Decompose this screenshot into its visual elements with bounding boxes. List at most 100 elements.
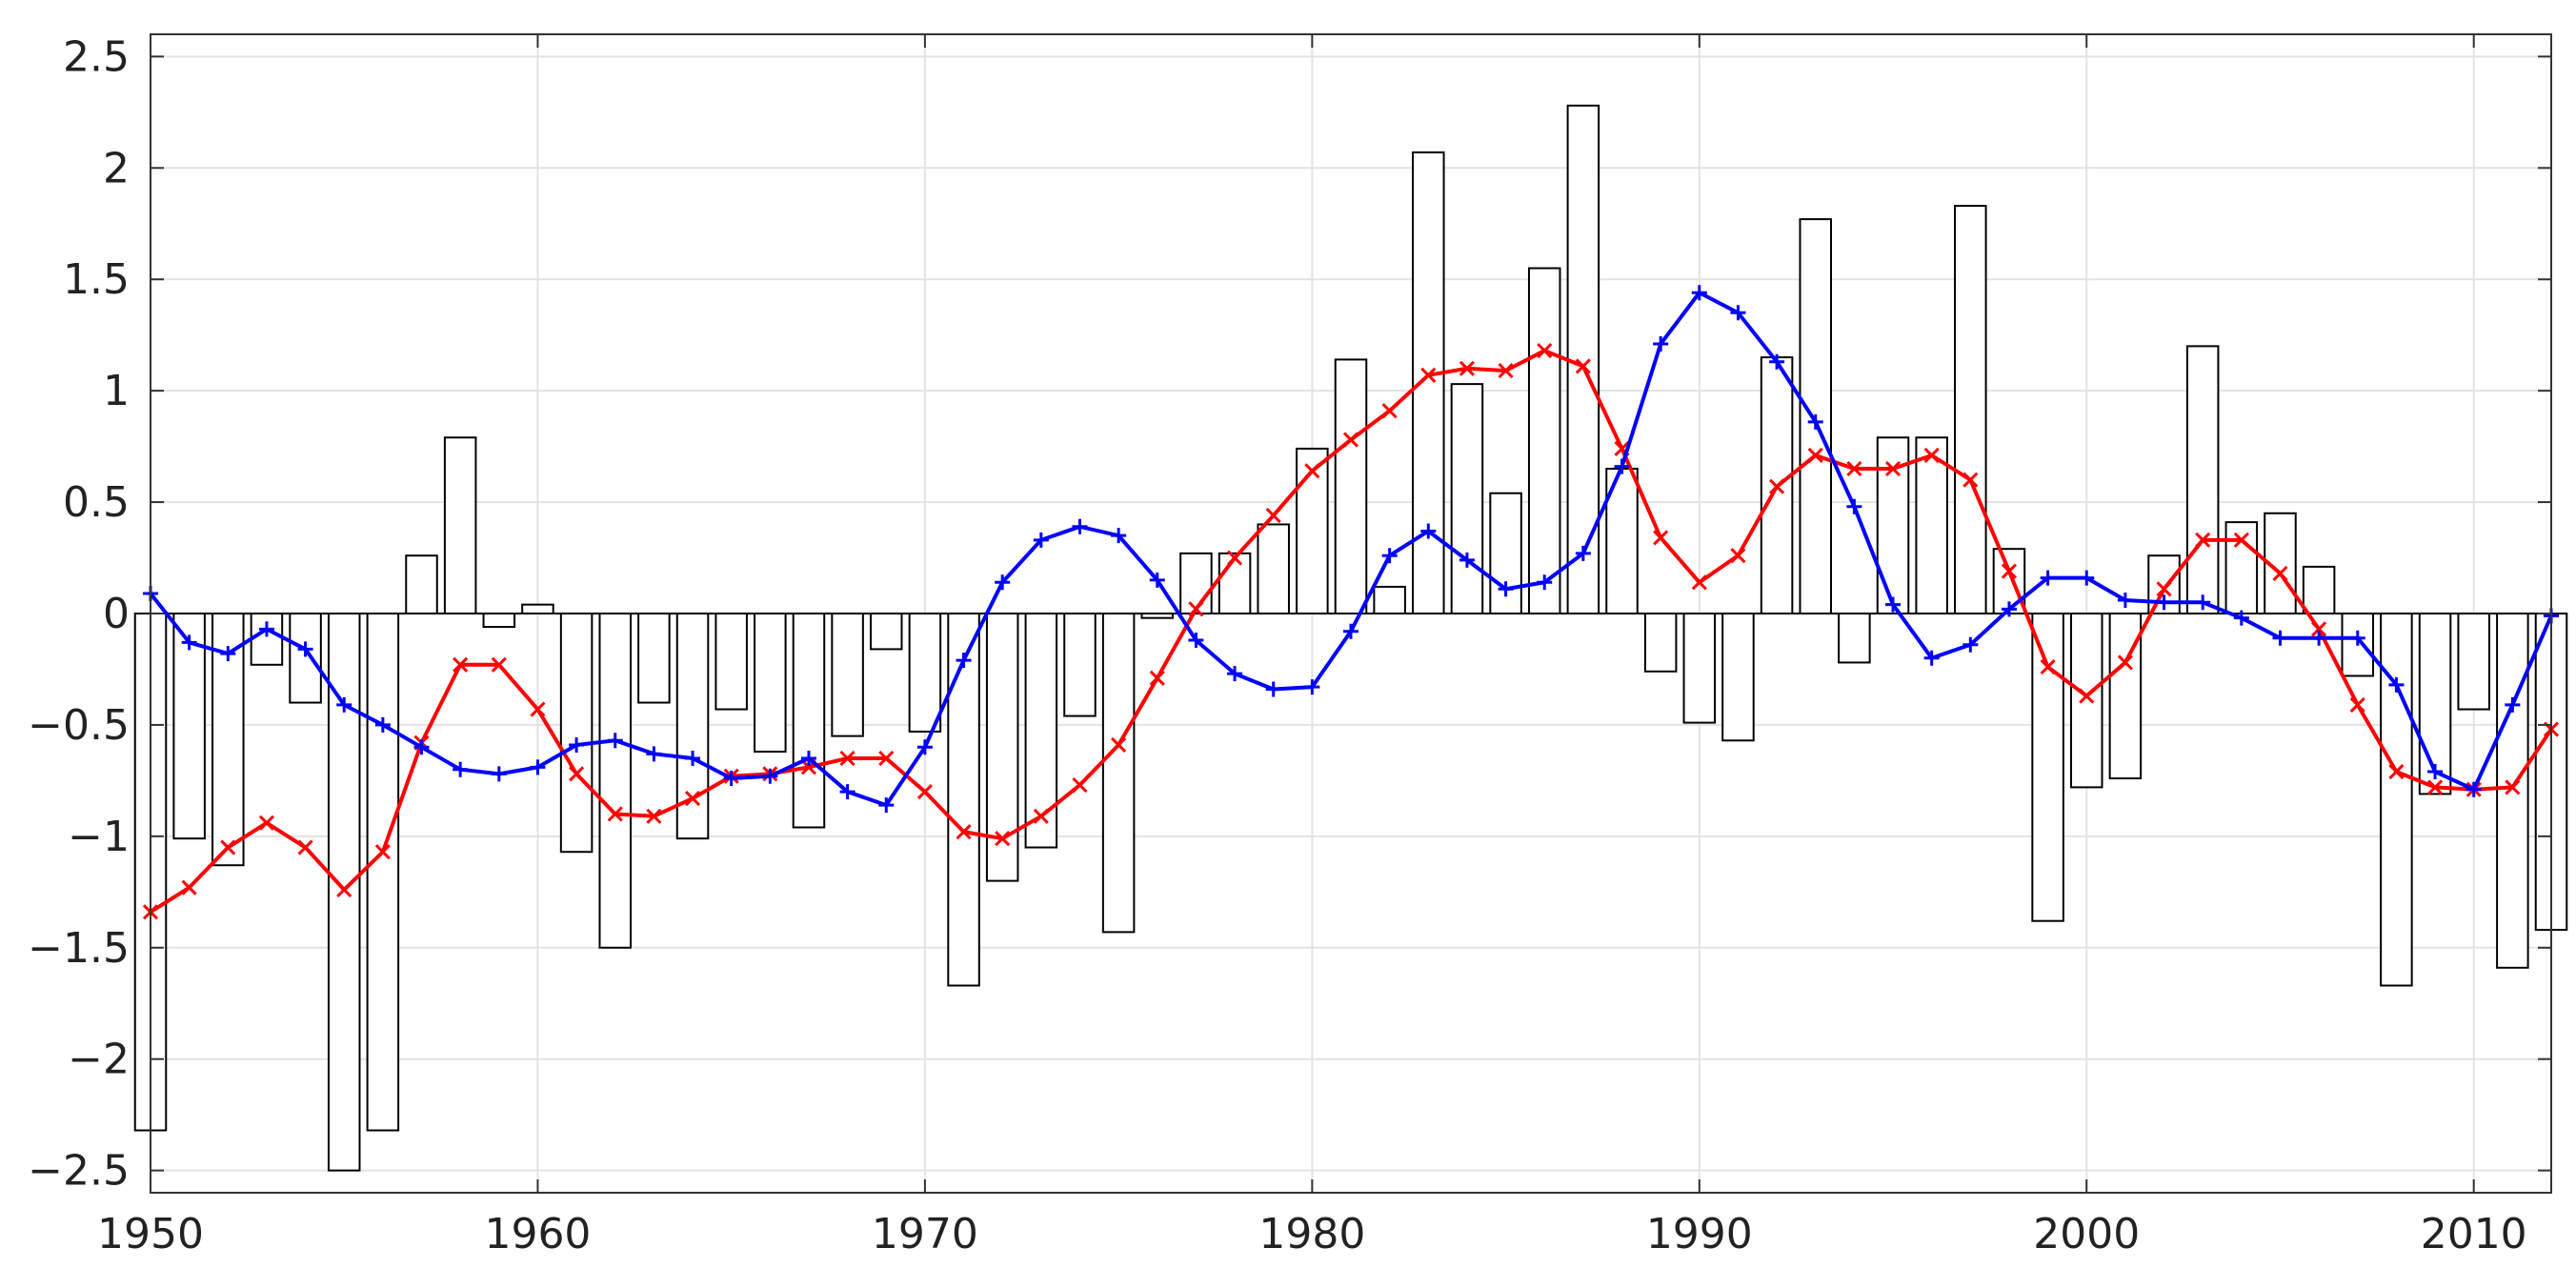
series-marker	[1807, 413, 1823, 430]
y-tick-label: −1.5	[28, 924, 130, 973]
series-marker	[1962, 472, 1979, 488]
series-marker	[1614, 458, 1630, 474]
bar	[1954, 205, 1987, 615]
series-marker	[685, 751, 701, 766]
bar	[1101, 613, 1136, 934]
series-marker	[2311, 621, 2327, 637]
series-marker	[1420, 367, 1437, 383]
series-marker	[1149, 572, 1165, 588]
series-marker	[878, 750, 895, 767]
series-marker	[374, 716, 391, 733]
bar	[1527, 267, 1561, 614]
bar	[1257, 523, 1290, 615]
y-tick-label: −2	[68, 1036, 130, 1084]
series-marker	[336, 696, 352, 713]
x-tick-label: 1960	[484, 1210, 591, 1258]
series-marker	[569, 766, 585, 782]
bar	[2302, 565, 2336, 615]
bar	[1024, 613, 1058, 849]
series-marker	[1459, 360, 1476, 376]
series-marker	[2233, 532, 2249, 548]
series-marker	[1420, 523, 1437, 539]
series-marker	[1188, 633, 1204, 649]
y-tick-label: 2	[103, 144, 130, 192]
series-marker	[1498, 363, 1514, 379]
bar	[559, 613, 594, 854]
series-marker	[2079, 688, 2095, 704]
series-marker	[1537, 574, 1553, 591]
bar	[443, 436, 477, 614]
bar	[908, 613, 942, 733]
bar	[792, 613, 826, 829]
x-axis-tick-labels: 1950 1960 1970 1980 1990 2000 2010	[97, 1210, 2527, 1258]
series-marker	[1343, 623, 1358, 639]
bar	[1179, 552, 1213, 614]
series-marker	[1033, 808, 1049, 824]
bar	[675, 613, 710, 840]
x-tick-label: 1970	[872, 1210, 978, 1258]
series-marker	[1304, 463, 1320, 479]
series-marker	[1072, 518, 1088, 534]
bar	[405, 554, 438, 615]
series-marker	[491, 766, 507, 782]
bar	[831, 613, 864, 737]
series-marker	[762, 768, 778, 784]
series-marker	[1575, 545, 1591, 561]
series-marker	[1653, 336, 1669, 352]
bar	[172, 613, 206, 840]
bar	[2496, 613, 2529, 969]
series-marker	[607, 806, 623, 822]
series-marker	[1962, 636, 1979, 653]
bar	[366, 613, 400, 1132]
series-marker	[1304, 679, 1320, 695]
series-marker	[2156, 594, 2172, 611]
y-tick-label: 0	[103, 590, 130, 638]
series-marker	[1884, 460, 1902, 477]
series-marker	[569, 736, 585, 753]
x-tick-label: 1990	[1646, 1210, 1753, 1258]
series-marker	[2388, 763, 2405, 780]
series-marker	[220, 646, 236, 662]
series-marker	[2349, 630, 2365, 646]
series-marker	[220, 839, 236, 855]
bar	[2224, 521, 2259, 614]
series-marker	[916, 739, 933, 755]
series-marker	[2195, 594, 2211, 611]
series-marker	[1653, 530, 1669, 546]
bar	[521, 603, 554, 615]
series-marker	[491, 656, 507, 673]
series-marker	[995, 574, 1011, 591]
bar	[2418, 613, 2452, 795]
series-marker	[2040, 570, 2056, 586]
y-tick-label: 1	[103, 367, 130, 415]
bar	[1760, 356, 1794, 614]
bar	[482, 613, 516, 629]
series-marker	[181, 879, 197, 896]
series-marker	[723, 771, 739, 787]
series-marker	[1111, 528, 1127, 544]
series-marker	[1072, 777, 1088, 794]
series-marker	[1227, 666, 1243, 682]
series-marker	[530, 701, 546, 717]
series-marker	[1188, 601, 1204, 617]
y-tick-label: 2.5	[63, 32, 130, 81]
series-marker	[258, 621, 274, 637]
bar	[1373, 585, 1406, 615]
series-marker	[956, 653, 972, 669]
series-marker	[2001, 563, 2018, 579]
series-marker	[1807, 447, 1823, 464]
series-marker	[1846, 460, 1862, 477]
bar	[327, 613, 361, 1172]
series-marker	[413, 739, 430, 755]
series-marker	[181, 634, 197, 651]
series-marker	[530, 759, 546, 775]
bar	[2457, 613, 2490, 711]
bar	[2070, 613, 2103, 789]
series-marker	[1923, 650, 1940, 666]
series-marker	[916, 784, 933, 800]
series-marker	[646, 746, 662, 762]
series-marker	[1691, 285, 1707, 301]
y-tick-label: 0.5	[63, 478, 130, 527]
series-marker	[1265, 681, 1281, 697]
series-marker	[995, 831, 1011, 847]
